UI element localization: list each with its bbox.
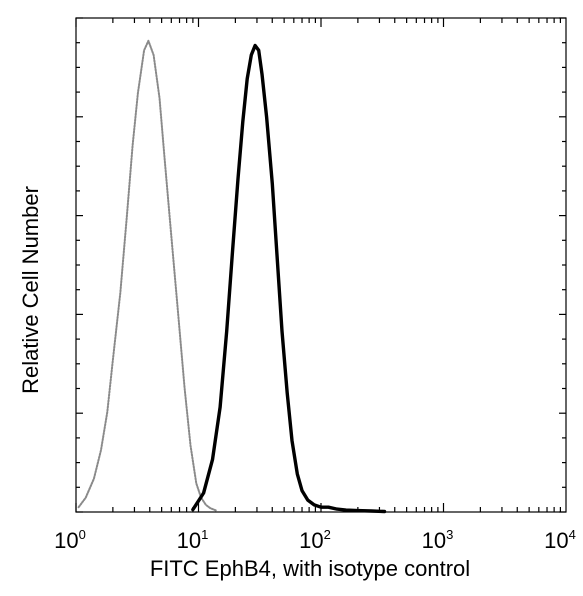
x-tick-label: 100	[54, 527, 86, 553]
y-axis-title: Relative Cell Number	[18, 186, 43, 394]
x-tick-label: 104	[544, 527, 576, 553]
plot-frame	[75, 17, 567, 513]
x-tick-label: 101	[177, 527, 209, 553]
x-tick-label: 102	[299, 527, 331, 553]
x-tick-label: 103	[422, 527, 454, 553]
isotype-control-curve	[77, 39, 218, 512]
x-axis-title: FITC EphB4, with isotype control	[150, 556, 470, 581]
ephb4-curve	[191, 43, 387, 514]
